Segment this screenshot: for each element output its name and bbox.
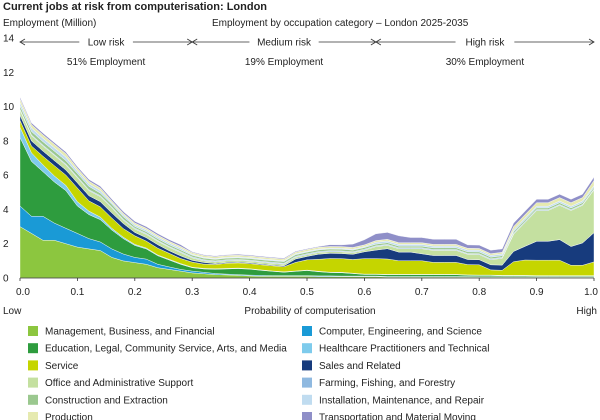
risk-bands: Low risk 51% Employment Medium risk 19% Emp… — [19, 36, 595, 68]
x-axis-high-label: High — [576, 306, 597, 317]
risk-band-arrow-left-2 — [375, 38, 382, 46]
legend-swatch — [28, 394, 38, 405]
axes: 0 2 4 6 8 10 12 14 0.0 0.1 0.2 0.3 0.4 0.5 0.6 0.7 0.8 0.… — [3, 34, 598, 299]
risk-band-arrow-right-2 — [588, 38, 595, 46]
chart-title: Current jobs at risk from computerisatio… — [3, 1, 267, 13]
legend-swatch — [302, 360, 312, 371]
y-tick-label: 0 — [3, 274, 9, 285]
legend-swatch — [302, 412, 312, 420]
x-tick-label: 0.2 — [128, 287, 142, 298]
risk-band-label-bg-0 — [79, 36, 133, 48]
legend-swatch — [302, 326, 312, 336]
legend-label: Sales and Related — [319, 361, 401, 372]
y-tick-label: 10 — [3, 102, 15, 113]
legend-swatch — [28, 377, 38, 388]
risk-band-share-2: 30% Employment — [446, 57, 525, 68]
legend-label: Construction and Extraction — [45, 395, 168, 406]
risk-band-share-0: 51% Employment — [67, 57, 146, 68]
x-tick-label: 0.0 — [16, 287, 30, 298]
risk-band-share-1: 19% Employment — [245, 57, 324, 68]
x-tick-label: 0.7 — [415, 287, 429, 298]
y-tick-label: 12 — [3, 68, 15, 79]
legend-label: Healthcare Practitioners and Technical — [319, 344, 489, 355]
area-series-11 — [19, 97, 595, 260]
risk-band-label-1: Medium risk — [257, 38, 312, 49]
x-tick-label: 0.8 — [472, 287, 486, 298]
x-tick-label: 0.6 — [357, 287, 371, 298]
chart-subtitle: Employment by occupation category – Lond… — [212, 18, 469, 29]
y-tick-label: 4 — [3, 205, 9, 216]
legend-swatch — [28, 412, 38, 420]
legend-label: Office and Administrative Support — [45, 378, 193, 389]
risk-band-label-2: High risk — [465, 38, 505, 49]
legend-label: Farming, Fishing, and Forestry — [319, 378, 455, 389]
legend-label: Computer, Engineering, and Science — [319, 327, 482, 338]
x-tick-label: 0.3 — [185, 287, 199, 298]
risk-band-label-bg-1 — [249, 36, 319, 48]
x-axis-low-label: Low — [3, 306, 22, 317]
stacked-areas — [19, 97, 595, 279]
legend-label: Education, Legal, Community Service, Art… — [45, 344, 287, 355]
legend-label: Installation, Maintenance, and Repair — [319, 395, 485, 406]
legend-label: Service — [45, 361, 79, 372]
y-axis-label: Employment (Million) — [3, 18, 96, 29]
legend-swatch — [28, 343, 38, 354]
y-tick-label: 14 — [3, 34, 15, 45]
legend-label: Transportation and Material Moving — [319, 413, 476, 420]
legend-swatch — [28, 360, 38, 371]
y-tick-label: 8 — [3, 136, 9, 147]
x-axis-label: Probability of computerisation — [244, 306, 375, 317]
x-tick-label: 0.9 — [530, 287, 544, 298]
legend-swatch — [28, 326, 38, 336]
x-tick-label: 0.1 — [70, 287, 84, 298]
risk-band-arrow-left-0 — [19, 38, 26, 46]
legend-swatch — [302, 377, 312, 388]
y-tick-label: 2 — [3, 239, 9, 250]
risk-band-arrow-left-1 — [191, 38, 198, 46]
x-tick-label: 1.0 — [584, 287, 598, 298]
risk-band-label-0: Low risk — [88, 38, 126, 49]
legend-swatch — [302, 394, 312, 405]
legend-label: Management, Business, and Financial — [45, 327, 215, 338]
x-tick-label: 0.4 — [243, 287, 257, 298]
risk-band-label-bg-2 — [455, 36, 515, 48]
x-tick-label: 0.5 — [300, 287, 314, 298]
legend: Management, Business, and Financial Compu… — [28, 326, 489, 420]
legend-label: Production — [45, 413, 93, 420]
legend-swatch — [302, 343, 312, 354]
y-tick-label: 6 — [3, 171, 9, 182]
